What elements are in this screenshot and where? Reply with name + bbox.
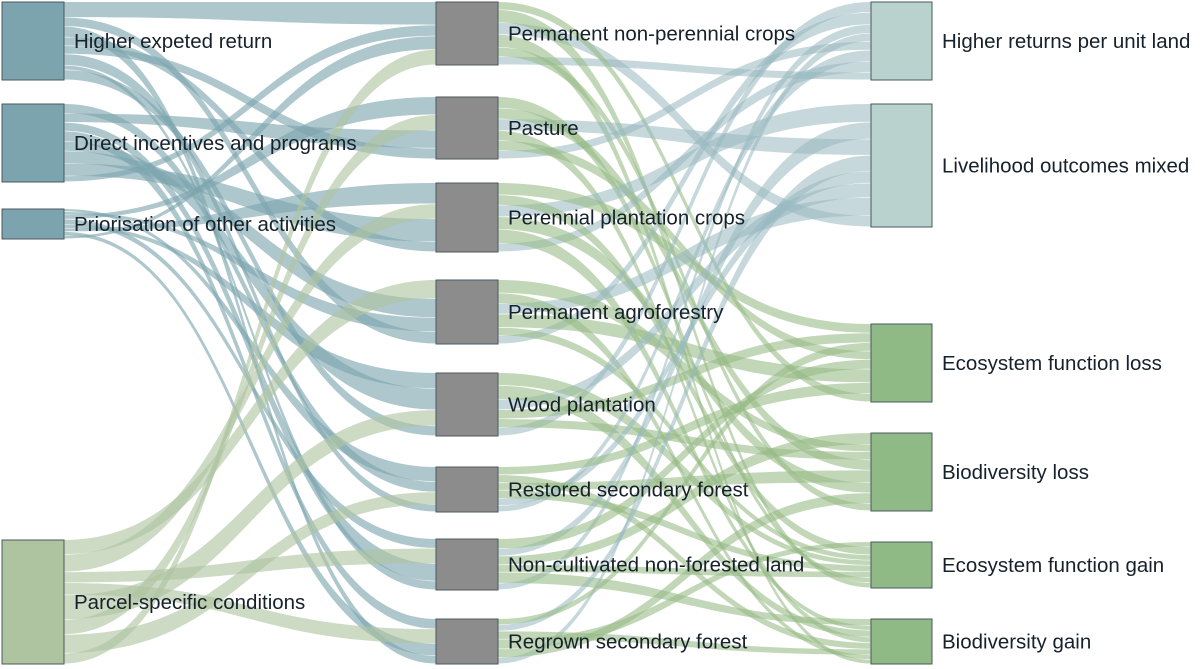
svg-text:Higher returns per unit land: Higher returns per unit land [942, 30, 1190, 53]
svg-text:Direct incentives and programs: Direct incentives and programs [74, 132, 357, 155]
svg-text:Ecosystem function loss: Ecosystem function loss [942, 352, 1162, 375]
svg-text:Livelihood outcomes mixed: Livelihood outcomes mixed [942, 155, 1189, 178]
svg-text:Ecosystem function gain: Ecosystem function gain [942, 554, 1164, 577]
svg-text:Permanent non-perennial crops: Permanent non-perennial crops [508, 23, 795, 46]
svg-text:Permanent agroforestry: Permanent agroforestry [508, 301, 724, 324]
svg-text:Pasture: Pasture [508, 117, 579, 140]
svg-text:Non-cultivated non-forested la: Non-cultivated non-forested land [508, 554, 804, 577]
svg-text:Priorisation of other activiti: Priorisation of other activities [74, 213, 336, 236]
svg-text:Higher expeted return: Higher expeted return [74, 30, 272, 53]
svg-text:Restored secondary forest: Restored secondary forest [508, 479, 749, 502]
svg-text:Perennial plantation crops: Perennial plantation crops [508, 207, 745, 230]
svg-text:Parcel-specific conditions: Parcel-specific conditions [74, 591, 305, 614]
svg-text:Regrown secondary forest: Regrown secondary forest [508, 631, 748, 654]
svg-text:Biodiversity gain: Biodiversity gain [942, 631, 1091, 654]
svg-text:Wood plantation: Wood plantation [508, 394, 656, 417]
svg-text:Biodiversity loss: Biodiversity loss [942, 461, 1089, 484]
